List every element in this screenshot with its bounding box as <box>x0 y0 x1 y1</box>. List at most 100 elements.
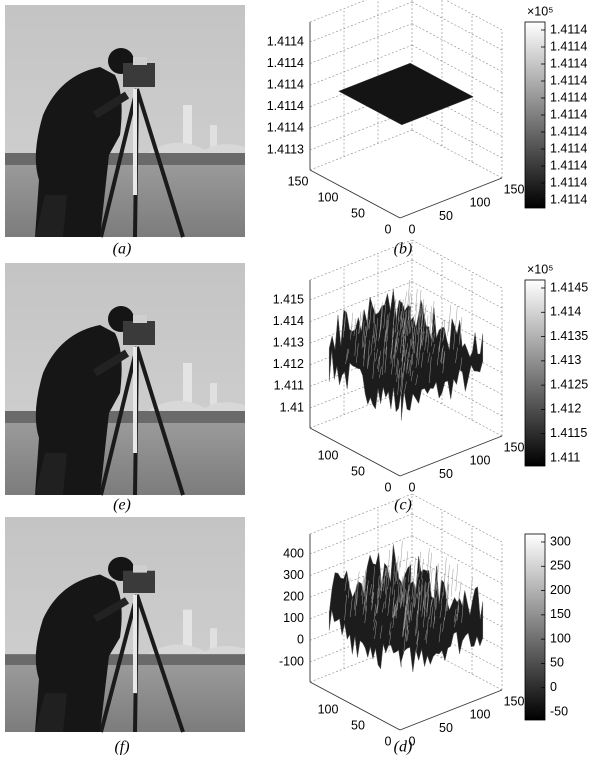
z-tick-label: 1.415 <box>273 292 304 306</box>
colorbar <box>525 280 545 466</box>
z-tick-label: 1.412 <box>273 357 304 371</box>
z-tick-label: 1.41 <box>280 400 304 414</box>
surface <box>339 63 473 125</box>
colorbar-tick-label: 1.4114 <box>550 107 587 121</box>
colorbar-tick-label: 300 <box>550 534 571 548</box>
image-caption: (a) <box>113 241 132 258</box>
box-edge <box>412 494 502 542</box>
surface-texture <box>451 569 453 597</box>
colorbar-tick-label: 1.4145 <box>550 280 588 294</box>
colorbar-tick-label: 1.4114 <box>550 90 587 104</box>
colorbar-tick-label: 1.4114 <box>550 39 587 53</box>
z-tick-label: 0 <box>297 633 304 647</box>
z-tick-label: 400 <box>283 546 304 560</box>
y-tick-label: 100 <box>318 448 339 462</box>
x-tick-label: 150 <box>504 182 525 196</box>
colorbar-tick-label: 1.414 <box>550 305 581 319</box>
photo-image <box>5 263 245 495</box>
grid-line <box>412 514 502 562</box>
z-tick-label: 200 <box>283 589 304 603</box>
colorbar-tick-label: 0 <box>550 680 557 694</box>
z-tick-label: 1.4113 <box>267 142 304 156</box>
surface-texture <box>414 557 416 583</box>
colorbar-tick-label: 1.412 <box>550 402 581 416</box>
y-tick-label: 0 <box>385 222 392 236</box>
photo <box>5 5 245 237</box>
plot-caption: (c) <box>394 497 412 514</box>
page: {"rows": [ {"image_caption": "(a)", "plo… <box>0 0 597 762</box>
grid-line <box>412 24 502 72</box>
z-tick-label: 1.4114 <box>267 34 304 48</box>
surface-texture <box>427 548 429 573</box>
x-tick-label: 100 <box>470 196 491 210</box>
grid-line <box>310 260 412 300</box>
surface-texture <box>430 314 432 333</box>
colorbar-tick-label: 200 <box>550 583 571 597</box>
y-tick-label: 50 <box>351 464 365 478</box>
colorbar <box>525 534 545 720</box>
colorbar-tick-label: -50 <box>550 704 568 718</box>
x-tick-label: 50 <box>439 721 453 735</box>
grid-line <box>412 110 502 158</box>
box-edge <box>310 130 412 170</box>
box-edge <box>412 0 502 30</box>
colorbar-tick-label: 1.4114 <box>550 141 587 155</box>
grid-line <box>310 24 412 64</box>
colorbar-tick-label: 1.4125 <box>550 377 588 391</box>
x-tick-label: 50 <box>439 467 453 481</box>
colorbar-tick-label: 50 <box>550 656 564 670</box>
z-tick-label: 1.411 <box>274 379 304 393</box>
y-tick-label: 50 <box>351 718 365 732</box>
surface-texture <box>449 305 451 332</box>
colorbar-multiplier: ×10⁵ <box>527 262 553 276</box>
plot-caption: (d) <box>394 739 413 756</box>
z-tick-label: 1.4114 <box>267 121 304 135</box>
y-tick-label: 50 <box>351 206 365 220</box>
y-tick-label: 0 <box>385 734 392 748</box>
grid-line <box>412 260 502 308</box>
colorbar-tick-label: 1.4114 <box>550 22 587 36</box>
z-tick-label: 300 <box>283 568 304 582</box>
x-tick-label: 0 <box>409 480 416 494</box>
surface-texture <box>459 581 461 599</box>
box-edge <box>310 494 412 534</box>
y-tick-label: 150 <box>288 174 309 188</box>
photo-image <box>5 517 245 732</box>
box-edge <box>412 130 502 178</box>
z-tick-label: 1.4114 <box>267 99 304 113</box>
z-tick-label: 1.413 <box>273 335 304 349</box>
x-tick-label: 100 <box>470 454 491 468</box>
z-tick-label: 1.4114 <box>267 77 304 91</box>
box-edge <box>310 0 412 22</box>
surface-texture <box>456 564 458 591</box>
surface-texture <box>400 541 402 568</box>
colorbar-tick-label: 1.411 <box>550 450 580 464</box>
y-tick-label: 0 <box>385 480 392 494</box>
surface-texture <box>406 551 408 570</box>
x-tick-label: 150 <box>504 440 525 454</box>
colorbar-multiplier: ×10⁵ <box>527 4 553 18</box>
box-edge <box>412 240 502 288</box>
colorbar-tick-label: 1.4114 <box>550 124 587 138</box>
grid-line <box>412 2 502 50</box>
colorbar-tick-label: 1.4114 <box>550 192 587 206</box>
z-tick-label: -100 <box>279 654 304 668</box>
image-caption: (f) <box>114 739 129 756</box>
photo <box>5 263 245 495</box>
surface-texture <box>455 306 457 329</box>
colorbar-tick-label: 1.4135 <box>550 329 588 343</box>
z-tick-label: 1.414 <box>273 314 304 328</box>
z-tick-label: 100 <box>283 611 304 625</box>
surface-texture <box>405 292 407 307</box>
surface-texture <box>430 568 432 591</box>
y-tick-label: 100 <box>318 190 339 204</box>
x-tick-label: 100 <box>470 708 491 722</box>
colorbar-tick-label: 1.4114 <box>550 158 587 172</box>
colorbar-tick-label: 150 <box>550 607 571 621</box>
colorbar-tick-label: 1.4114 <box>550 175 587 189</box>
grid-line <box>310 514 412 554</box>
x-tick-label: 0 <box>409 222 416 236</box>
x-tick-label: 50 <box>439 209 453 223</box>
box-edge <box>310 240 412 280</box>
surface-texture <box>415 303 417 323</box>
